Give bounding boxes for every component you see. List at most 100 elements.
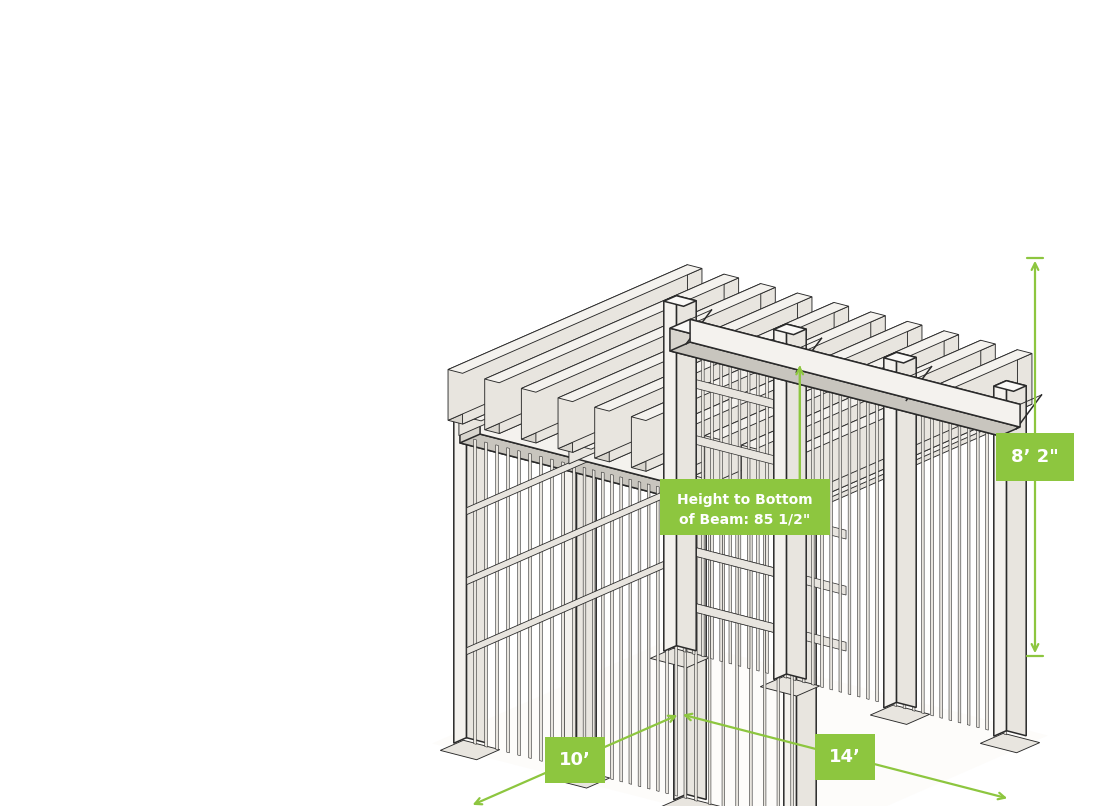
Polygon shape bbox=[994, 380, 1006, 736]
Polygon shape bbox=[466, 555, 677, 654]
Polygon shape bbox=[884, 352, 896, 708]
Polygon shape bbox=[704, 381, 959, 490]
Polygon shape bbox=[536, 287, 776, 443]
Polygon shape bbox=[632, 312, 885, 421]
Polygon shape bbox=[870, 705, 929, 725]
Polygon shape bbox=[562, 462, 564, 767]
Polygon shape bbox=[629, 479, 632, 784]
Polygon shape bbox=[460, 420, 790, 528]
Polygon shape bbox=[742, 340, 995, 449]
Polygon shape bbox=[884, 352, 916, 363]
Polygon shape bbox=[638, 481, 641, 787]
Polygon shape bbox=[675, 491, 678, 796]
Polygon shape bbox=[651, 648, 710, 667]
Polygon shape bbox=[459, 323, 691, 421]
Polygon shape bbox=[521, 334, 776, 443]
Text: 14’: 14’ bbox=[829, 747, 861, 766]
Polygon shape bbox=[632, 363, 885, 472]
Polygon shape bbox=[711, 354, 713, 659]
Polygon shape bbox=[681, 432, 791, 469]
Polygon shape bbox=[499, 278, 738, 434]
Polygon shape bbox=[454, 388, 466, 743]
Polygon shape bbox=[681, 600, 791, 637]
Polygon shape bbox=[664, 296, 697, 306]
Polygon shape bbox=[681, 376, 791, 413]
Polygon shape bbox=[903, 404, 906, 708]
Polygon shape bbox=[474, 439, 476, 745]
Polygon shape bbox=[569, 351, 779, 464]
Polygon shape bbox=[674, 444, 687, 800]
Polygon shape bbox=[573, 465, 575, 770]
FancyBboxPatch shape bbox=[815, 733, 875, 779]
Polygon shape bbox=[789, 408, 1021, 506]
Polygon shape bbox=[821, 382, 824, 688]
Polygon shape bbox=[968, 420, 970, 725]
Polygon shape bbox=[921, 409, 924, 713]
Polygon shape bbox=[682, 325, 921, 480]
Polygon shape bbox=[521, 284, 776, 393]
Polygon shape bbox=[783, 472, 816, 484]
Polygon shape bbox=[791, 521, 793, 806]
Polygon shape bbox=[460, 434, 810, 528]
Polygon shape bbox=[611, 475, 613, 779]
Polygon shape bbox=[507, 447, 509, 753]
Polygon shape bbox=[595, 353, 849, 462]
Polygon shape bbox=[722, 503, 725, 806]
Polygon shape bbox=[529, 453, 531, 758]
Polygon shape bbox=[448, 315, 702, 424]
Polygon shape bbox=[981, 733, 1040, 753]
Polygon shape bbox=[679, 380, 889, 492]
Polygon shape bbox=[558, 293, 798, 449]
Polygon shape bbox=[839, 387, 841, 692]
Polygon shape bbox=[681, 488, 791, 525]
Polygon shape bbox=[720, 334, 959, 490]
Polygon shape bbox=[670, 342, 1020, 436]
Polygon shape bbox=[777, 517, 780, 806]
Polygon shape bbox=[466, 486, 677, 584]
Polygon shape bbox=[949, 416, 951, 721]
Polygon shape bbox=[440, 740, 500, 760]
Polygon shape bbox=[995, 427, 997, 733]
Polygon shape bbox=[620, 477, 622, 782]
FancyBboxPatch shape bbox=[545, 737, 606, 783]
Polygon shape bbox=[885, 399, 887, 704]
Polygon shape bbox=[681, 544, 791, 581]
Text: 10’: 10’ bbox=[559, 751, 591, 769]
FancyBboxPatch shape bbox=[659, 480, 829, 535]
Polygon shape bbox=[496, 445, 498, 750]
Polygon shape bbox=[930, 411, 934, 716]
Polygon shape bbox=[681, 488, 846, 539]
Polygon shape bbox=[757, 366, 759, 671]
Polygon shape bbox=[466, 416, 677, 515]
Polygon shape bbox=[802, 378, 805, 683]
Polygon shape bbox=[685, 493, 687, 799]
Polygon shape bbox=[454, 388, 486, 398]
Polygon shape bbox=[784, 373, 787, 678]
Polygon shape bbox=[551, 459, 553, 764]
Polygon shape bbox=[647, 484, 651, 789]
Polygon shape bbox=[764, 513, 766, 806]
Polygon shape bbox=[681, 600, 846, 651]
Polygon shape bbox=[668, 322, 907, 477]
Polygon shape bbox=[783, 472, 796, 806]
Polygon shape bbox=[875, 397, 879, 702]
Polygon shape bbox=[812, 380, 814, 685]
Polygon shape bbox=[913, 406, 915, 711]
Polygon shape bbox=[760, 676, 819, 696]
Polygon shape bbox=[601, 472, 604, 777]
Polygon shape bbox=[894, 401, 896, 707]
Polygon shape bbox=[558, 344, 812, 452]
Polygon shape bbox=[463, 268, 702, 424]
Polygon shape bbox=[670, 328, 1000, 436]
Polygon shape bbox=[773, 324, 806, 334]
Polygon shape bbox=[466, 388, 486, 743]
Polygon shape bbox=[749, 510, 753, 806]
Polygon shape bbox=[896, 352, 916, 708]
Polygon shape bbox=[778, 350, 1032, 459]
Polygon shape bbox=[720, 356, 723, 662]
Polygon shape bbox=[789, 408, 999, 521]
Polygon shape bbox=[792, 353, 1032, 509]
FancyBboxPatch shape bbox=[996, 433, 1074, 481]
Polygon shape bbox=[858, 392, 860, 697]
Polygon shape bbox=[668, 372, 921, 480]
